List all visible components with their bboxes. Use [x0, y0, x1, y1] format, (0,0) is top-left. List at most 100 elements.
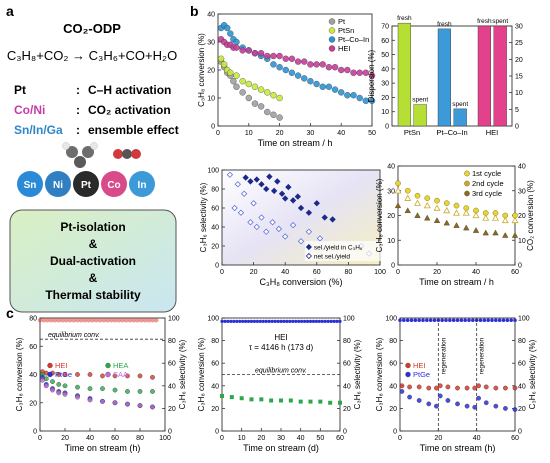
- atom-co-icon: [101, 171, 127, 197]
- c1-selectivity-point: [41, 318, 46, 323]
- b1-legend-swatch: [328, 36, 336, 43]
- c2-selectivity-point: [226, 319, 230, 323]
- b3-point-0: [278, 190, 286, 197]
- b4-y2tick-label: 0: [518, 263, 522, 270]
- c2-selectivity-point: [297, 319, 301, 323]
- b3-point-1: [269, 219, 276, 226]
- b3-point-0: [289, 197, 297, 204]
- atom-in-label: In: [138, 180, 147, 191]
- c2-selectivity-point: [288, 319, 292, 323]
- b1-point-1: [233, 72, 240, 79]
- b1-point-1: [239, 78, 246, 85]
- c2-xtick-label: 0: [220, 435, 224, 442]
- c3-selectivity-point: [402, 318, 406, 323]
- b1-point-2: [368, 97, 376, 104]
- b1-legend-label: HEI: [338, 44, 351, 53]
- b4-point-2: [424, 214, 431, 221]
- c3-point-0: [493, 385, 499, 391]
- b4-point-2: [443, 219, 450, 226]
- c3-selectivity-point: [486, 318, 490, 323]
- b1-point-2: [294, 72, 302, 79]
- b1-point-1: [251, 83, 259, 90]
- c1-point-1: [100, 386, 105, 391]
- c2-selectivity-point: [338, 319, 342, 323]
- c1-selectivity-point: [37, 318, 43, 323]
- b4-point-1: [511, 216, 519, 224]
- c1-point-0: [125, 373, 130, 379]
- c1-legend-label: HEA: [113, 361, 128, 370]
- c3-selectivity-point: [505, 318, 510, 323]
- b1-point-2: [338, 89, 345, 96]
- b1-point-3: [338, 66, 345, 74]
- b3-ytick-label: 60: [211, 206, 219, 213]
- b4-legend-label: 2nd cycle: [472, 179, 504, 188]
- c2-selectivity-point: [308, 319, 313, 323]
- c3-point-1: [426, 401, 432, 407]
- atom-ni-label: Ni: [53, 180, 63, 191]
- b3-ytick-label: 0: [215, 263, 219, 270]
- b3-legend-swatch: [305, 252, 312, 260]
- c3-point-1: [399, 389, 405, 394]
- chart-b2: 0 10 20 30 40 50 60 70 0 5 10 15 20 25 30 Dispersion (%…: [367, 15, 523, 137]
- b3-point-0: [313, 200, 320, 207]
- b4-y2tick-label: 20: [518, 213, 526, 220]
- c3-selectivity-point: [482, 318, 487, 323]
- c2-ytick-label: 20: [211, 406, 219, 413]
- c3-point-1: [416, 398, 422, 403]
- b3-point-0: [285, 183, 292, 191]
- c2-point-0: [338, 400, 342, 405]
- c3-selectivity-point: [421, 318, 425, 323]
- b4-point-2: [414, 212, 421, 218]
- c2-selectivity-point: [291, 319, 295, 323]
- b1-point-0: [245, 94, 252, 102]
- c1-selectivity-point: [60, 318, 65, 323]
- c2-xtick-label: 50: [316, 435, 324, 442]
- b3-point-1: [258, 214, 265, 221]
- b1-legend-label: Pt: [338, 17, 346, 26]
- atom-pt-icon: [73, 171, 99, 197]
- b1-xtick-label: 30: [307, 130, 315, 137]
- c2-point-0: [229, 395, 234, 400]
- b3-xtick-label: 20: [250, 269, 258, 276]
- c3-selectivity-point: [478, 318, 483, 323]
- b4-ytick-label: 30: [387, 188, 395, 195]
- c1-ytick-label: 0: [33, 429, 37, 436]
- b1-xtick-label: 50: [368, 130, 376, 137]
- c1-selectivity-point: [75, 318, 80, 323]
- c2-point-0: [279, 398, 283, 403]
- c1-selectivity-point: [146, 318, 151, 323]
- b3-xtick-label: 40: [281, 269, 289, 276]
- b1-point-2: [313, 80, 320, 88]
- c1-legend-swatch: [47, 371, 53, 378]
- b1-point-3: [264, 52, 271, 60]
- b1-point-2: [331, 86, 339, 93]
- b3-point-1: [250, 200, 257, 207]
- b1-point-3: [319, 61, 326, 68]
- c2-point-0: [220, 393, 224, 398]
- b3-point-1: [226, 171, 234, 178]
- b1-point-2: [325, 83, 333, 90]
- b3-legend-label: sel./yield in C₃H₆: [314, 245, 363, 252]
- c3-regeneration-label: regeneration: [479, 337, 486, 374]
- b1-point-3: [350, 69, 357, 76]
- c1-point-0: [137, 373, 143, 379]
- c1-point-3: [137, 403, 143, 408]
- c2-selectivity-point: [332, 319, 336, 323]
- b2-bar: [413, 104, 427, 127]
- c1-y2tick-label: 60: [168, 361, 176, 368]
- c2-selectivity-point: [264, 319, 268, 323]
- b1-xtick-label: 10: [245, 130, 253, 137]
- molecule-graphic: [62, 142, 141, 168]
- role-element-sn-in-ga: Sn/In/Ga: [14, 123, 63, 137]
- b3-legend-label: net sel./yield: [314, 254, 351, 261]
- c2-ytick-label: 80: [211, 338, 219, 345]
- c3-selectivity-point: [440, 318, 444, 323]
- c2-ytick-label: 100: [207, 316, 219, 323]
- c3-selectivity-point: [448, 318, 452, 323]
- chart-c2: 0 10 20 30 40 50 60020406080100020406080100Tim…: [197, 316, 362, 454]
- c1-xtick-label: 60: [111, 435, 119, 442]
- c3-y2tick-label: 60: [518, 361, 526, 368]
- b2-category-label: Pt–Co–In: [436, 128, 467, 137]
- b2-y2tick-label: 0: [515, 124, 519, 131]
